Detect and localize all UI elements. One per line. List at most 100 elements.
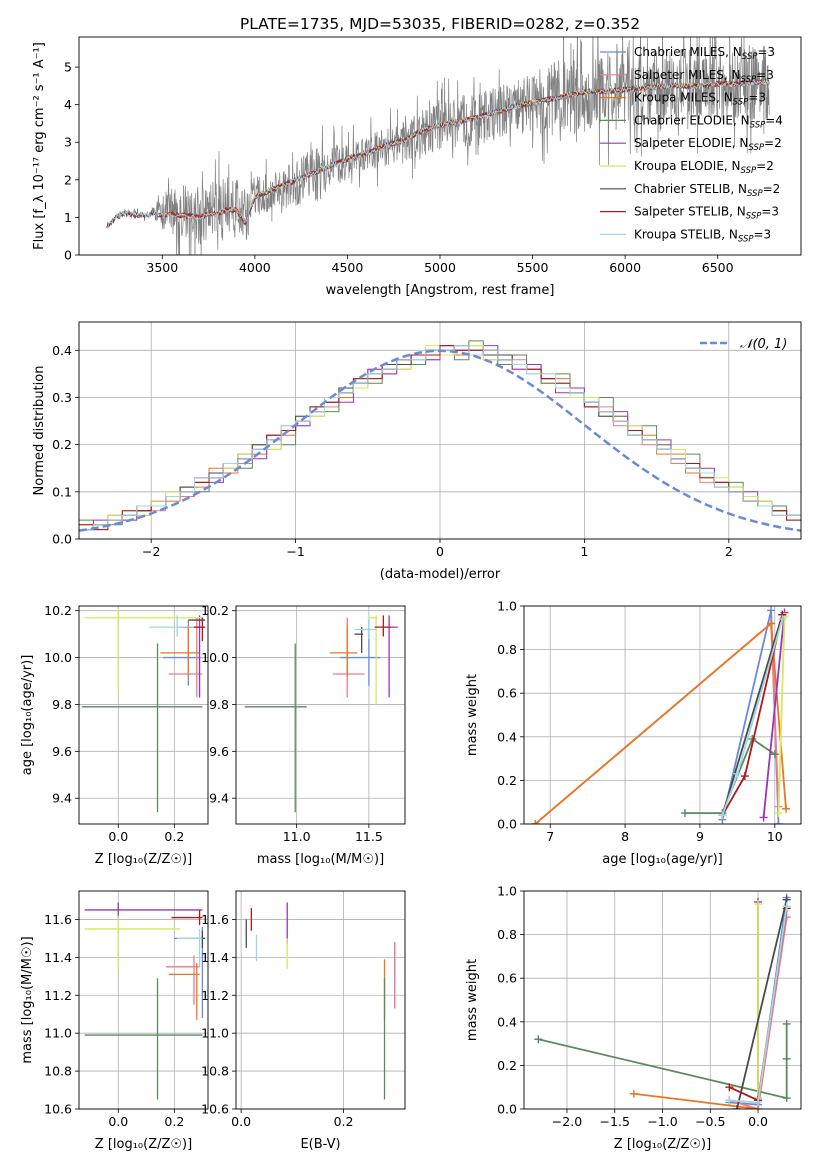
x-tick-label: 0.2	[164, 1114, 184, 1129]
mass-weight-marker	[774, 809, 783, 818]
grid	[524, 890, 801, 1110]
y-axis-label: Flux [f_λ 10⁻¹⁷ erg cm⁻² s⁻¹ A⁻¹]	[32, 42, 47, 250]
mass-weight-marker	[629, 1089, 638, 1098]
mass-weight-marker	[767, 619, 776, 628]
plot-area	[534, 893, 791, 1109]
y-tick-label: 11.2	[44, 988, 72, 1003]
y-tick-label: 0.0	[497, 1102, 517, 1117]
x-tick-label: 0.2	[334, 1114, 354, 1129]
y-tick-label: 4	[64, 97, 72, 112]
plot-area	[244, 615, 398, 813]
x-tick-label: 0.0	[108, 829, 128, 844]
x-axis-label: Z [log₁₀(Z/Z☉)]	[95, 852, 192, 867]
y-axis-label: mass weight	[465, 959, 480, 1041]
panel-mass-vs-Z: 0.0 0.2 10.6 10.8 11.0 11.2 11.4 11.6 Z [log₁₀(Z…	[20, 890, 209, 1152]
y-tick-label: 0.0	[497, 817, 517, 832]
mass-weight-marker	[534, 1035, 543, 1044]
axes-frame	[78, 321, 802, 540]
y-tick-label: 11.2	[201, 988, 229, 1003]
x-tick-label: 0.0	[231, 1114, 251, 1129]
mass-weight-marker	[733, 769, 742, 778]
legend-entry: Chabrier MILES, NSSP=3	[634, 45, 775, 62]
x-tick-label: 8	[621, 829, 629, 844]
y-tick-label: 0.2	[52, 437, 72, 452]
x-tick-label: 5500	[517, 260, 549, 275]
x-tick-label: 2	[725, 544, 733, 559]
x-tick-label: 6500	[702, 260, 734, 275]
axes-frame	[78, 605, 209, 825]
panel-age-vs-Z: 0.0 0.2 9.4 9.6 9.8 10.0 10.2 Z [log₁₀(Z/Z☉)] ag…	[20, 603, 209, 867]
y-tick-label: 11.0	[44, 1026, 72, 1041]
axes-frame	[235, 890, 406, 1110]
x-tick-label: 9	[696, 829, 704, 844]
y-tick-label: 0.4	[497, 729, 517, 744]
mass-weight-marker	[770, 750, 779, 759]
axes-frame	[78, 36, 802, 256]
y-tick-label: 0.2	[497, 773, 517, 788]
y-tick-label: 11.0	[201, 1026, 229, 1041]
plot-area	[245, 902, 396, 1100]
legend-entry: 𝒩(0, 1)	[740, 337, 787, 352]
mass-weight-marker	[531, 820, 540, 824]
plot-area	[81, 608, 206, 813]
x-tick-label: 3500	[146, 260, 178, 275]
y-tick-label: 0.8	[497, 927, 517, 942]
mass-weight-marker	[725, 1083, 734, 1092]
y-tick-label: 9.8	[209, 697, 229, 712]
y-tick-label: 10.0	[201, 650, 229, 665]
x-tick-label: 6000	[609, 260, 641, 275]
mass-weight-marker	[733, 1105, 742, 1109]
y-tick-label: 0.6	[497, 971, 517, 986]
y-axis-label: mass [log₁₀(M/M☉)]	[20, 936, 35, 1063]
legend-entry: Kroupa ELODIE, NSSP=2	[634, 159, 774, 176]
y-tick-label: 10.8	[201, 1064, 229, 1079]
y-tick-label: 9.4	[209, 791, 229, 806]
y-tick-label: 5	[64, 60, 72, 75]
y-tick-label: 1.0	[497, 884, 517, 899]
model-spectrum	[106, 78, 770, 229]
y-tick-label: 0.8	[497, 642, 517, 657]
y-tick-label: 0.4	[52, 343, 72, 358]
legend-entry: Salpeter MILES, NSSP=3	[634, 68, 774, 85]
grid	[236, 606, 405, 824]
y-tick-label: 11.4	[44, 950, 72, 965]
mass-weight-line	[777, 616, 786, 814]
plot-area	[531, 606, 791, 824]
legend-entry: Chabrier ELODIE, NSSP=4	[634, 113, 783, 130]
model-spectrum	[106, 79, 770, 229]
y-tick-label: 9.8	[52, 697, 72, 712]
x-axis-label: age [log₁₀(age/yr)]	[602, 852, 723, 867]
mass-weight-line	[538, 1024, 788, 1100]
mass-weight-line	[534, 621, 787, 824]
y-tick-label: 11.4	[201, 950, 229, 965]
x-tick-label: −2	[142, 544, 160, 559]
panel-age-vs-mass: 11.0 11.5 9.4 9.6 9.8 10.0 10.2 mass [log₁₀(M/M…	[201, 603, 406, 867]
axes-frame	[78, 890, 209, 1110]
mass-weight-marker	[778, 615, 787, 624]
x-tick-label: 5000	[424, 260, 456, 275]
mass-weight-marker	[782, 902, 791, 911]
y-tick-label: 10.6	[44, 1102, 72, 1117]
x-axis-label: E(B-V)	[300, 1137, 340, 1152]
axes-frame	[523, 605, 802, 825]
y-tick-label: 1.0	[497, 599, 517, 614]
x-axis-label: Z [log₁₀(Z/Z☉)]	[614, 1137, 711, 1152]
y-tick-label: 10.0	[44, 650, 72, 665]
panel-spectrum: 3500 4000 4500 5000 5500 6000 6500 0 1 2 3 4 5 wavele…	[32, 36, 802, 298]
mass-weight-marker	[782, 1054, 791, 1063]
legend-entry: Salpeter ELODIE, NSSP=2	[634, 136, 782, 153]
panel-mass-vs-EBV: 0.0 0.2 10.6 10.8 11.0 11.2 11.4 11.6 E(B-V)	[201, 890, 406, 1152]
panel-mass-weight-vs-age: 7 8 9 10 0.0 0.2 0.4 0.6 0.8 1.0 age [log₁₀(age/yr…	[465, 599, 802, 867]
figure-title: PLATE=1735, MJD=53035, FIBERID=0282, z=0…	[240, 15, 640, 33]
mass-weight-marker	[774, 820, 783, 824]
x-axis-label: mass [log₁₀(M/M☉)]	[257, 852, 384, 867]
y-tick-label: 0	[64, 248, 72, 263]
x-tick-label: 10	[767, 829, 783, 844]
mass-weight-marker	[725, 1096, 734, 1105]
plot-area	[79, 340, 801, 532]
mass-weight-marker	[782, 1094, 791, 1103]
x-tick-label: −1	[286, 544, 304, 559]
y-tick-label: 9.4	[52, 791, 72, 806]
mass-weight-line	[736, 899, 788, 1109]
y-tick-label: 0.0	[52, 532, 72, 547]
